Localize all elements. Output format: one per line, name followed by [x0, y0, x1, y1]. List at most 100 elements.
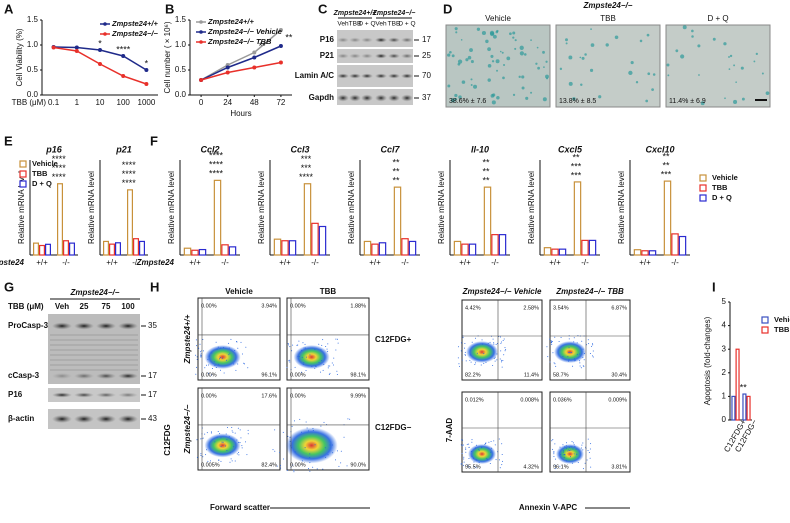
stain-dot	[449, 50, 452, 54]
event	[294, 366, 296, 368]
event	[246, 454, 248, 456]
event	[573, 337, 575, 339]
bar	[461, 243, 469, 256]
event	[272, 449, 274, 451]
event	[494, 444, 496, 446]
event	[559, 446, 561, 448]
event	[276, 465, 278, 467]
event	[298, 356, 300, 358]
panel-label: B	[165, 1, 174, 16]
event	[591, 343, 593, 345]
legend-label: Vehicle	[712, 173, 738, 182]
event	[200, 454, 202, 456]
event	[304, 343, 306, 345]
event	[204, 433, 206, 435]
stain-dot	[647, 72, 651, 76]
event	[200, 356, 202, 358]
stain-dot	[614, 35, 619, 40]
event	[287, 343, 289, 345]
quadrant-percent: 0.012%	[465, 397, 484, 403]
blot-band	[401, 53, 413, 59]
significance: ****	[122, 169, 137, 179]
bar	[133, 238, 140, 256]
event	[591, 355, 593, 357]
event	[307, 468, 309, 470]
event	[328, 373, 330, 375]
stain-dot	[598, 95, 602, 99]
stain-dot	[667, 74, 670, 77]
stain-dot	[635, 81, 639, 84]
series-line	[200, 45, 282, 81]
event	[571, 462, 573, 464]
stain-dot	[455, 31, 458, 34]
event	[502, 360, 504, 362]
y-axis-label: Relative mRNA level	[17, 171, 26, 244]
y-axis-label: 7-AAD	[445, 418, 454, 443]
bar	[408, 240, 417, 256]
event	[553, 362, 555, 364]
event	[247, 367, 249, 369]
event	[567, 356, 569, 358]
x-axis-label: Forward scatter	[210, 503, 270, 512]
event	[219, 433, 221, 435]
event	[564, 446, 566, 448]
event	[329, 372, 331, 374]
event	[336, 373, 338, 375]
stain-dot	[457, 59, 463, 64]
density	[204, 433, 241, 458]
event	[196, 456, 198, 458]
event	[458, 346, 460, 348]
x-tick-label: +/+	[369, 258, 381, 267]
event	[493, 440, 495, 442]
quadrant-percent: 0.00%	[201, 393, 217, 399]
event	[485, 361, 487, 363]
bar	[288, 240, 297, 256]
blot-band	[349, 53, 361, 59]
event	[206, 449, 208, 451]
event	[302, 342, 304, 344]
stain-dot	[682, 25, 687, 30]
event	[475, 444, 477, 446]
event	[462, 444, 464, 446]
event	[564, 454, 566, 456]
event	[473, 465, 475, 467]
x-axis-label: Zmpste24	[136, 258, 175, 267]
event	[239, 429, 241, 431]
event	[298, 340, 300, 342]
legend-label: D + Q	[32, 179, 52, 188]
y-tick-label: 0	[722, 415, 727, 424]
significance: **	[259, 41, 267, 51]
stain-dot	[723, 42, 727, 46]
event	[465, 448, 467, 450]
event	[568, 449, 570, 451]
significance: ****	[116, 44, 131, 54]
x-tick-label: 100	[117, 98, 131, 107]
legend-swatch	[699, 194, 707, 202]
stain-dot	[512, 93, 516, 96]
event	[499, 358, 501, 360]
event	[590, 443, 592, 445]
event	[245, 346, 247, 348]
event	[587, 450, 589, 452]
event	[551, 342, 553, 344]
x-tick-label: -/-	[62, 258, 70, 267]
event	[501, 464, 503, 466]
event	[582, 356, 584, 358]
bar	[543, 247, 552, 256]
event	[203, 350, 205, 352]
event	[559, 465, 561, 467]
event	[562, 444, 564, 446]
bar	[363, 240, 372, 256]
significance: ****	[52, 172, 67, 182]
event	[297, 355, 299, 357]
significance: **	[285, 32, 293, 42]
stain-dot	[639, 39, 643, 43]
significance: ****	[209, 151, 224, 161]
event	[465, 360, 467, 362]
quadrant-percent: 96.1%	[553, 464, 569, 470]
event	[500, 342, 502, 344]
event	[568, 446, 570, 448]
panel-label: G	[4, 279, 14, 294]
y-axis-label: Relative mRNA level	[167, 171, 176, 244]
